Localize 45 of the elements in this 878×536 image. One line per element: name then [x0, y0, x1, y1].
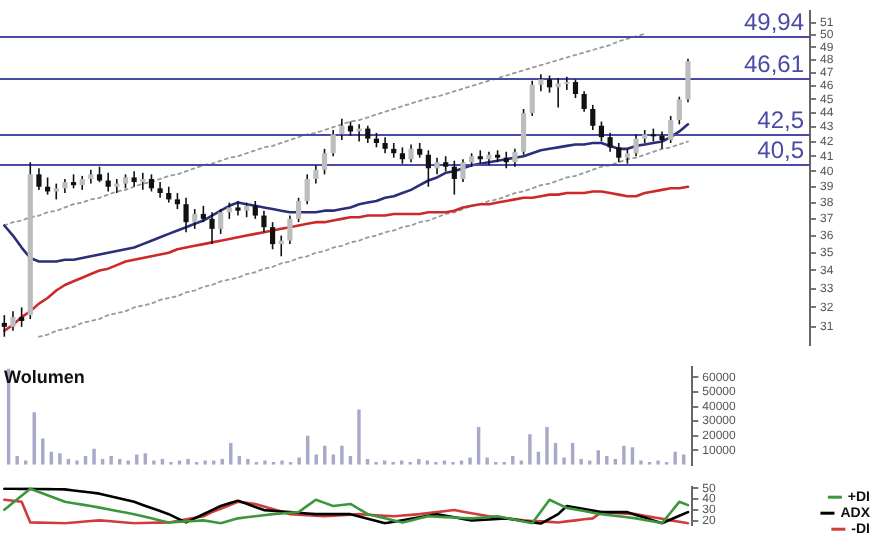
candlestick [270, 221, 276, 251]
ref-line-label: 49,94 [743, 7, 805, 36]
candlestick [451, 159, 457, 196]
candlestick [572, 78, 579, 99]
line-series [38, 140, 689, 338]
candlestick [598, 120, 605, 143]
candlestick [183, 196, 189, 233]
candlestick [53, 182, 59, 201]
candlestick [685, 57, 691, 103]
candlestick [304, 173, 310, 205]
candlestick [339, 117, 345, 141]
candlestick [140, 172, 146, 191]
candlestick [10, 310, 16, 332]
chart-title: Wolumen [4, 367, 85, 388]
candlestick [616, 142, 622, 164]
candlestick [633, 133, 639, 158]
candlestick [564, 76, 570, 91]
candlestick [209, 211, 215, 245]
candlestick [425, 149, 431, 188]
candlestick [287, 214, 293, 245]
line-series [3, 33, 646, 227]
ref-line-label: 40,5 [757, 135, 805, 164]
candlestick [313, 164, 319, 185]
candlestick [477, 149, 483, 165]
candlestick [261, 209, 267, 233]
candlestick [235, 200, 241, 217]
candlestick [321, 148, 328, 176]
candlestick [529, 79, 535, 117]
candlestick [460, 158, 466, 183]
candlestick [1, 314, 7, 338]
candlestick [295, 196, 302, 223]
candlestick [590, 104, 596, 131]
candlestick [659, 130, 665, 150]
candlestick [555, 77, 561, 109]
candlestick [36, 167, 42, 191]
candlestick [520, 108, 527, 156]
candlestick [607, 132, 613, 153]
candlestick [114, 178, 120, 194]
candlestick [330, 129, 336, 158]
candlestick [19, 306, 25, 328]
candlestick [581, 90, 587, 113]
ref-line-label: 42,5 [757, 105, 805, 134]
candlestick [676, 95, 682, 126]
candlestick [105, 172, 111, 193]
ref-line-label: 46,61 [743, 49, 805, 78]
